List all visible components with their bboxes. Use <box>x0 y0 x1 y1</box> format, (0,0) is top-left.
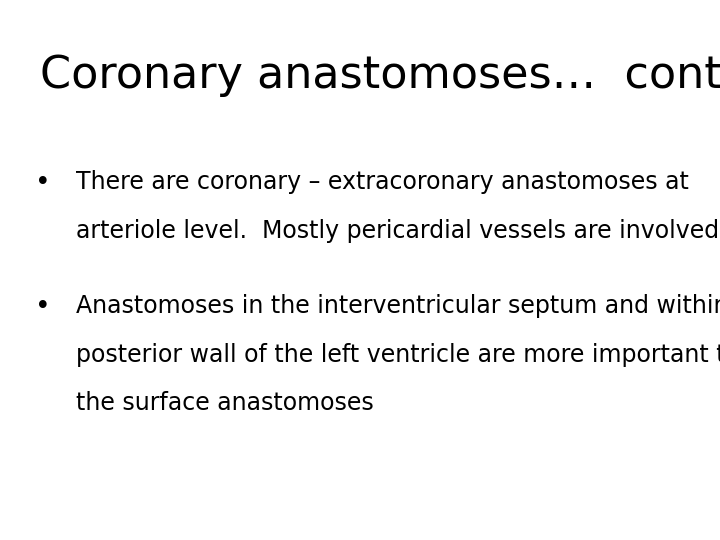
Text: posterior wall of the left ventricle are more important than: posterior wall of the left ventricle are… <box>76 343 720 367</box>
Text: •: • <box>35 170 50 196</box>
Text: Anastomoses in the interventricular septum and within the: Anastomoses in the interventricular sept… <box>76 294 720 318</box>
Text: •: • <box>35 294 50 320</box>
Text: arteriole level.  Mostly pericardial vessels are involved.: arteriole level. Mostly pericardial vess… <box>76 219 720 242</box>
Text: There are coronary – extracoronary anastomoses at: There are coronary – extracoronary anast… <box>76 170 688 194</box>
Text: the surface anastomoses: the surface anastomoses <box>76 392 374 415</box>
Text: Coronary anastomoses…  cont.: Coronary anastomoses… cont. <box>40 54 720 97</box>
